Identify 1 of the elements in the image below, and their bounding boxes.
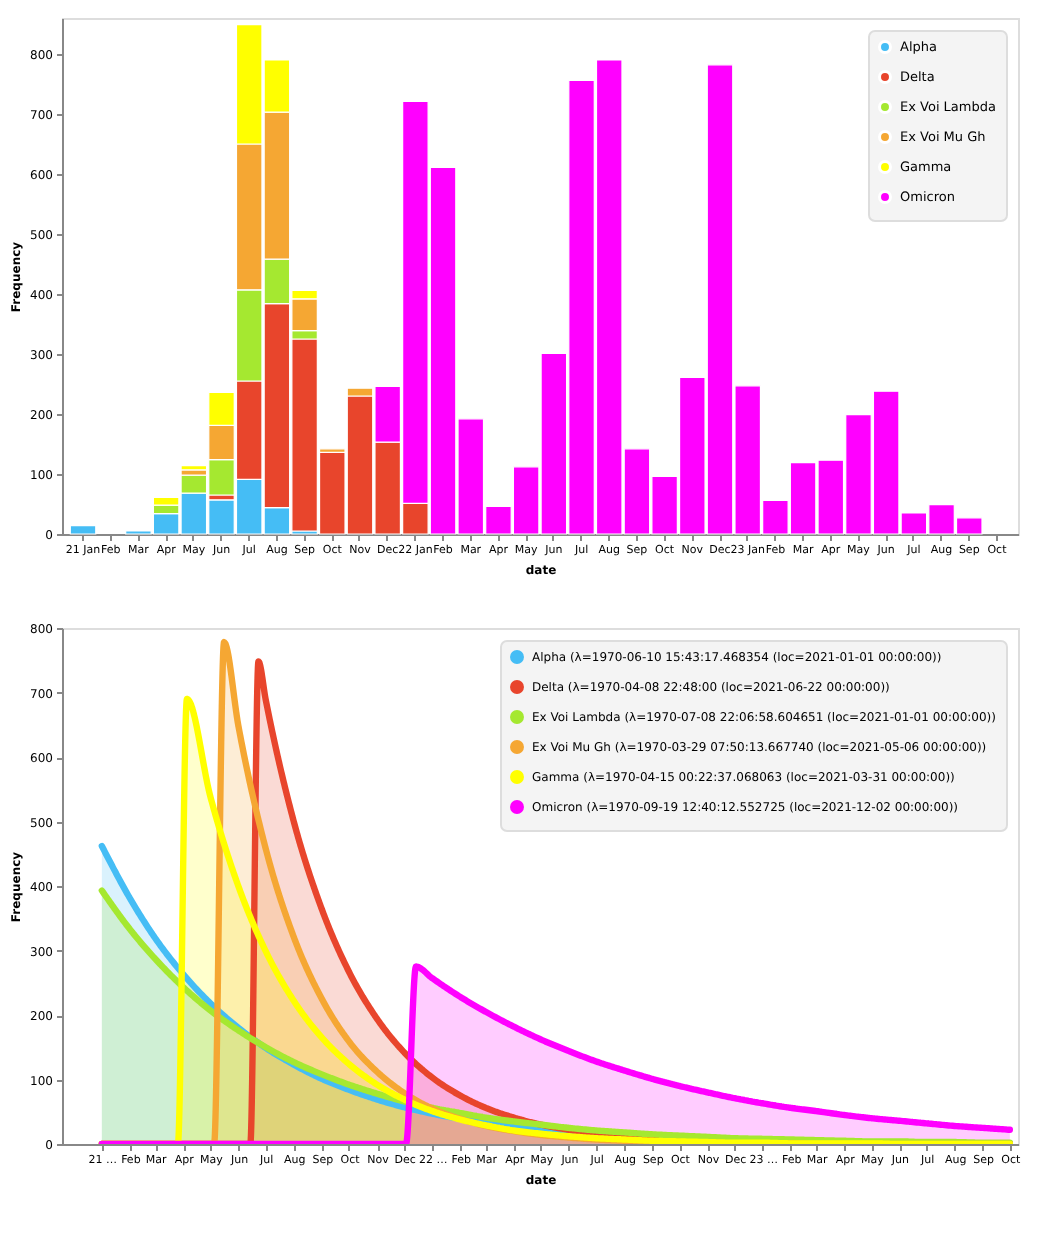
bar [69, 525, 97, 535]
